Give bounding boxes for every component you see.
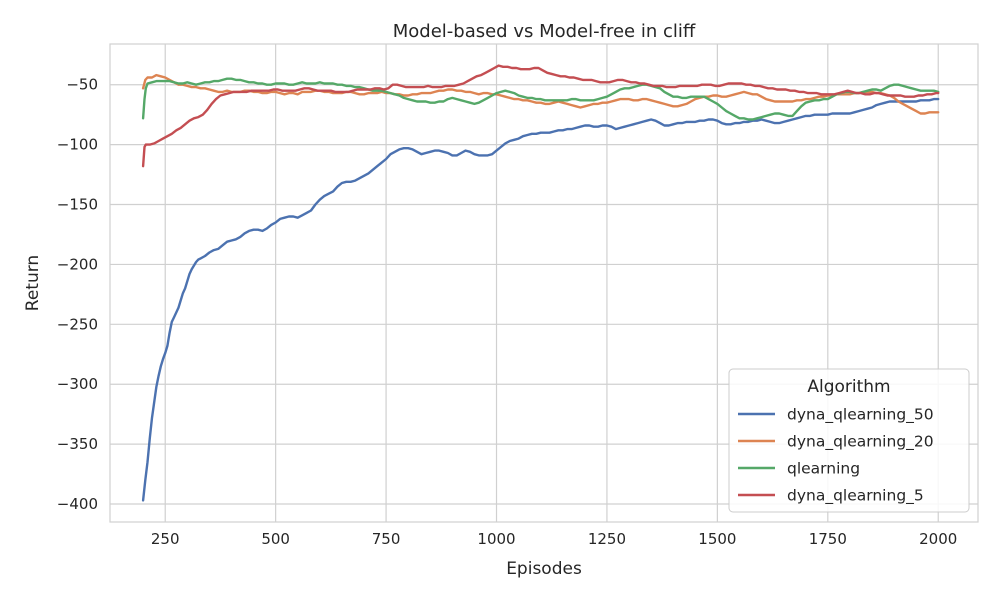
y-tick-label: −150 xyxy=(57,196,98,214)
x-tick-label: 1750 xyxy=(809,530,847,548)
y-tick-label: −50 xyxy=(66,76,98,94)
y-tick-labels: −400 −350 −300 −250 −200 −150 −100 −50 xyxy=(57,76,98,513)
series-line-dyna-qlearning-50 xyxy=(141,97,940,502)
x-tick-label: 750 xyxy=(372,530,401,548)
y-tick-label: −350 xyxy=(57,435,98,453)
x-tick-label: 1250 xyxy=(588,530,626,548)
x-axis-label: Episodes xyxy=(506,559,582,579)
legend-label-dyna-qlearning-50: dyna_qlearning_50 xyxy=(787,406,934,425)
x-tick-label: 1500 xyxy=(698,530,736,548)
legend-items: dyna_qlearning_50 dyna_qlearning_20qlearn… xyxy=(738,406,934,506)
series-line-dyna-qlearning-5 xyxy=(141,64,940,168)
y-tick-label: −200 xyxy=(57,255,98,273)
chart-title: Model-based vs Model-free in cliff xyxy=(393,21,696,42)
legend-title: Algorithm xyxy=(807,377,890,397)
x-tick-label: 2000 xyxy=(919,530,957,548)
series-line-dyna-qlearning-20 xyxy=(141,73,940,115)
series-line-qlearning xyxy=(141,77,940,121)
legend-label-dyna-qlearning-5: dyna_qlearning_5 xyxy=(787,487,924,506)
legend-label-qlearning: qlearning xyxy=(787,460,860,478)
x-tick-label: 1000 xyxy=(477,530,515,548)
legend-label-dyna-qlearning-20: dyna_qlearning_20 xyxy=(787,433,934,452)
y-tick-label: −250 xyxy=(57,315,98,333)
y-tick-label: −300 xyxy=(57,375,98,393)
x-tick-label: 250 xyxy=(151,530,180,548)
y-tick-label: −400 xyxy=(57,495,98,513)
y-axis-label: Return xyxy=(23,255,43,311)
legend-box xyxy=(728,368,970,513)
y-tick-label: −100 xyxy=(57,136,98,154)
series-layer xyxy=(141,64,940,502)
x-tick-label: 500 xyxy=(261,530,290,548)
plot-area-frame xyxy=(109,43,979,523)
legend: Algorithm dyna_qlearning_50dyna_qlearnin… xyxy=(728,368,970,513)
x-tick-labels: 250 500 750 1000 1250 1500 1750 2000 xyxy=(151,530,957,548)
